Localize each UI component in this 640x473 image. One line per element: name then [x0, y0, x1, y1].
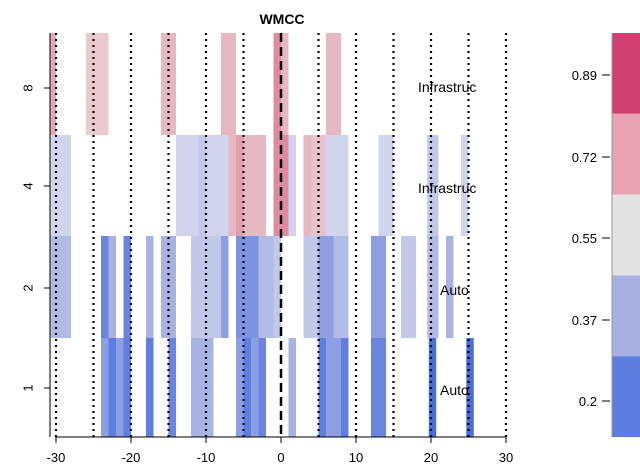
heatmap-cell-row2-10 [273, 236, 281, 338]
colorbar-band-2 [612, 194, 640, 276]
row-label-4: Infrastruc [418, 180, 476, 196]
x-tick-label-0: 0 [277, 450, 284, 465]
heatmap-cell-row1-8 [258, 338, 266, 437]
heatmap-cell-row8-2 [101, 33, 109, 135]
colorbar-ticks: 0.89 0.72 0.55 0.37 0.2 [572, 68, 610, 409]
colorbar-tick-label-2: 0.55 [572, 231, 597, 246]
row-label-1: Auto [440, 382, 469, 398]
heatmap-cell-row4-4 [228, 135, 236, 236]
heatmap-cell-row1-2 [123, 338, 131, 437]
heatmap-cell-row2-2 [108, 236, 116, 338]
heatmap-cell-row1-4 [168, 338, 176, 437]
heatmap-cell-row4-14 [378, 135, 394, 236]
heatmap-cell-row2-13 [333, 236, 349, 338]
heatmap-cell-row1-14 [428, 338, 437, 437]
colorbar-band-4 [612, 356, 640, 437]
heatmap-cell-row4-2 [198, 135, 206, 236]
row-label-8: Infrastruc [418, 79, 476, 95]
heatmap-cell-row4-1 [176, 135, 199, 236]
x-tick-label-20: 20 [424, 450, 438, 465]
chart-title: WMCC [259, 11, 304, 27]
heatmap-cell-row2-1 [101, 236, 109, 338]
heatmap-cell-row4-15 [427, 135, 439, 236]
heatmap-cell-row4-16 [461, 135, 469, 236]
x-tick-label--20: -20 [122, 450, 141, 465]
heatmap-cell-row2-15 [401, 236, 416, 338]
colorbar-tick-label-0: 0.89 [572, 68, 597, 83]
x-tick-label-30: 30 [499, 450, 513, 465]
heatmap-cell-row8-7 [326, 33, 341, 135]
heatmap-cell-row2-0 [50, 236, 71, 338]
y-tick-label-4: 4 [21, 182, 36, 189]
colorbar-band-1 [612, 113, 640, 195]
x-axis: -30 -20 -10 0 10 20 30 [47, 437, 513, 465]
heatmap-cell-row8-5 [273, 33, 281, 135]
heatmap-cell-row4-12 [311, 135, 326, 236]
heatmap-cell-row2-11 [303, 236, 319, 338]
heatmap-cell-row4-10 [288, 135, 296, 236]
colorbar-band-0 [612, 33, 640, 114]
heatmap-cell-row2-7 [221, 236, 229, 338]
heatmap-cell-row1-15 [466, 338, 474, 437]
heatmap-cell-row4-3 [206, 135, 229, 236]
heatmap-cell-row4-6 [243, 135, 251, 236]
heatmap-cell-row1-5 [191, 338, 214, 437]
heatmap-cell-row1-3 [146, 338, 154, 437]
x-tick-label-10: 10 [349, 450, 363, 465]
heatmap-cell-row2-17 [446, 236, 454, 338]
heatmap-cell-row2-16 [427, 236, 439, 338]
heatmap-cell-row2-12 [318, 236, 334, 338]
x-tick-label--30: -30 [47, 450, 66, 465]
y-tick-label-2: 2 [21, 284, 36, 291]
row-label-2: Auto [440, 282, 469, 298]
heatmap-cell-row1-11 [318, 338, 326, 437]
heatmap-cell-row2-3 [123, 236, 131, 338]
heatmap-cell-row4-0 [50, 135, 71, 236]
heatmap-cell-row4-5 [236, 135, 244, 236]
y-axis: 1 2 4 8 [21, 84, 50, 392]
heatmap-cell-row1-9 [288, 338, 296, 437]
x-tick-label--10: -10 [197, 450, 216, 465]
y-tick-label-8: 8 [21, 84, 36, 91]
heatmap-cell-row4-13 [326, 135, 349, 236]
heatmap-cell-row1-7 [243, 338, 251, 437]
heatmap-cell-row8-6 [281, 33, 289, 135]
heatmap-cell-row4-8 [273, 135, 281, 236]
heatmap-cell-row2-4 [146, 236, 154, 338]
heatmap-cell-row4-9 [281, 135, 289, 236]
heatmap-cell-row1-1 [108, 338, 116, 437]
colorbar [611, 33, 640, 437]
heatmap-cell-row1-13 [371, 338, 386, 437]
heatmap-cell-row2-9 [258, 236, 274, 338]
colorbar-tick-label-3: 0.37 [572, 313, 597, 328]
heatmap-cell-row4-7 [251, 135, 266, 236]
colorbar-tick-label-4: 0.2 [579, 394, 597, 409]
heatmap-cell-row4-11 [303, 135, 311, 236]
heatmap-cell-row8-0 [50, 33, 56, 135]
y-tick-label-1: 1 [21, 384, 36, 391]
dotted-reference-lines [54, 33, 508, 437]
colorbar-band-3 [612, 275, 640, 357]
heatmap-cell-row1-12 [341, 338, 349, 437]
colorbar-tick-label-1: 0.72 [572, 150, 597, 165]
row-labels: Auto Auto Infrastruc Infrastruc [418, 79, 476, 398]
heatmap-cells [50, 33, 474, 437]
heatmap-cell-row2-14 [371, 236, 386, 338]
heatmap-cell-row2-8 [236, 236, 259, 338]
heatmap-cell-row8-4 [221, 33, 236, 135]
heatmap-cell-row8-3 [161, 33, 176, 135]
